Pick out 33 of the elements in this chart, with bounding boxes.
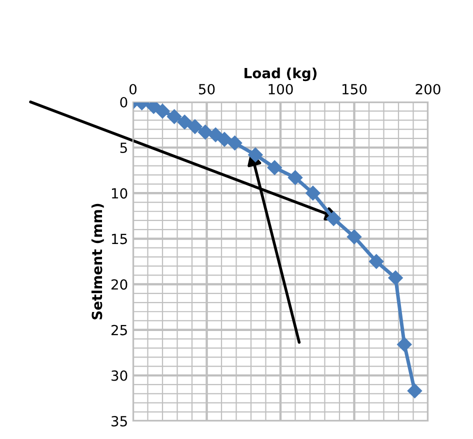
x-tick-label: 150 (342, 84, 367, 94)
point (368, 254, 384, 269)
y-tick-label: 0 (120, 96, 128, 108)
x-tick-label: 50 (198, 84, 215, 94)
point (397, 337, 412, 352)
point (326, 211, 341, 226)
point (288, 170, 303, 186)
point (407, 384, 422, 398)
point (267, 160, 282, 176)
y-tick-label: 35 (112, 416, 127, 426)
point (306, 186, 320, 201)
y-tick-label: 15 (112, 234, 127, 244)
point (188, 119, 202, 134)
point (346, 229, 362, 244)
point (388, 270, 403, 286)
x-axis-title: Load (kg) (244, 68, 317, 82)
point (166, 109, 182, 124)
x-tick-label: 100 (268, 84, 293, 94)
x-tick-label: 0 (129, 84, 136, 94)
point (217, 132, 232, 147)
point (198, 124, 213, 140)
point (208, 127, 223, 142)
y-tick-label: 5 (120, 142, 127, 154)
point (155, 104, 170, 119)
point (227, 136, 242, 150)
y-axis-title: Setlment (mm) (91, 204, 104, 320)
point (177, 114, 192, 130)
point (248, 147, 263, 162)
y-tick-label: 10 (112, 188, 128, 199)
y-tick-label: 20 (111, 279, 128, 290)
y-tick-label: 25 (111, 324, 127, 336)
x-tick-label: 200 (416, 84, 440, 94)
y-tick-label: 30 (112, 370, 128, 381)
